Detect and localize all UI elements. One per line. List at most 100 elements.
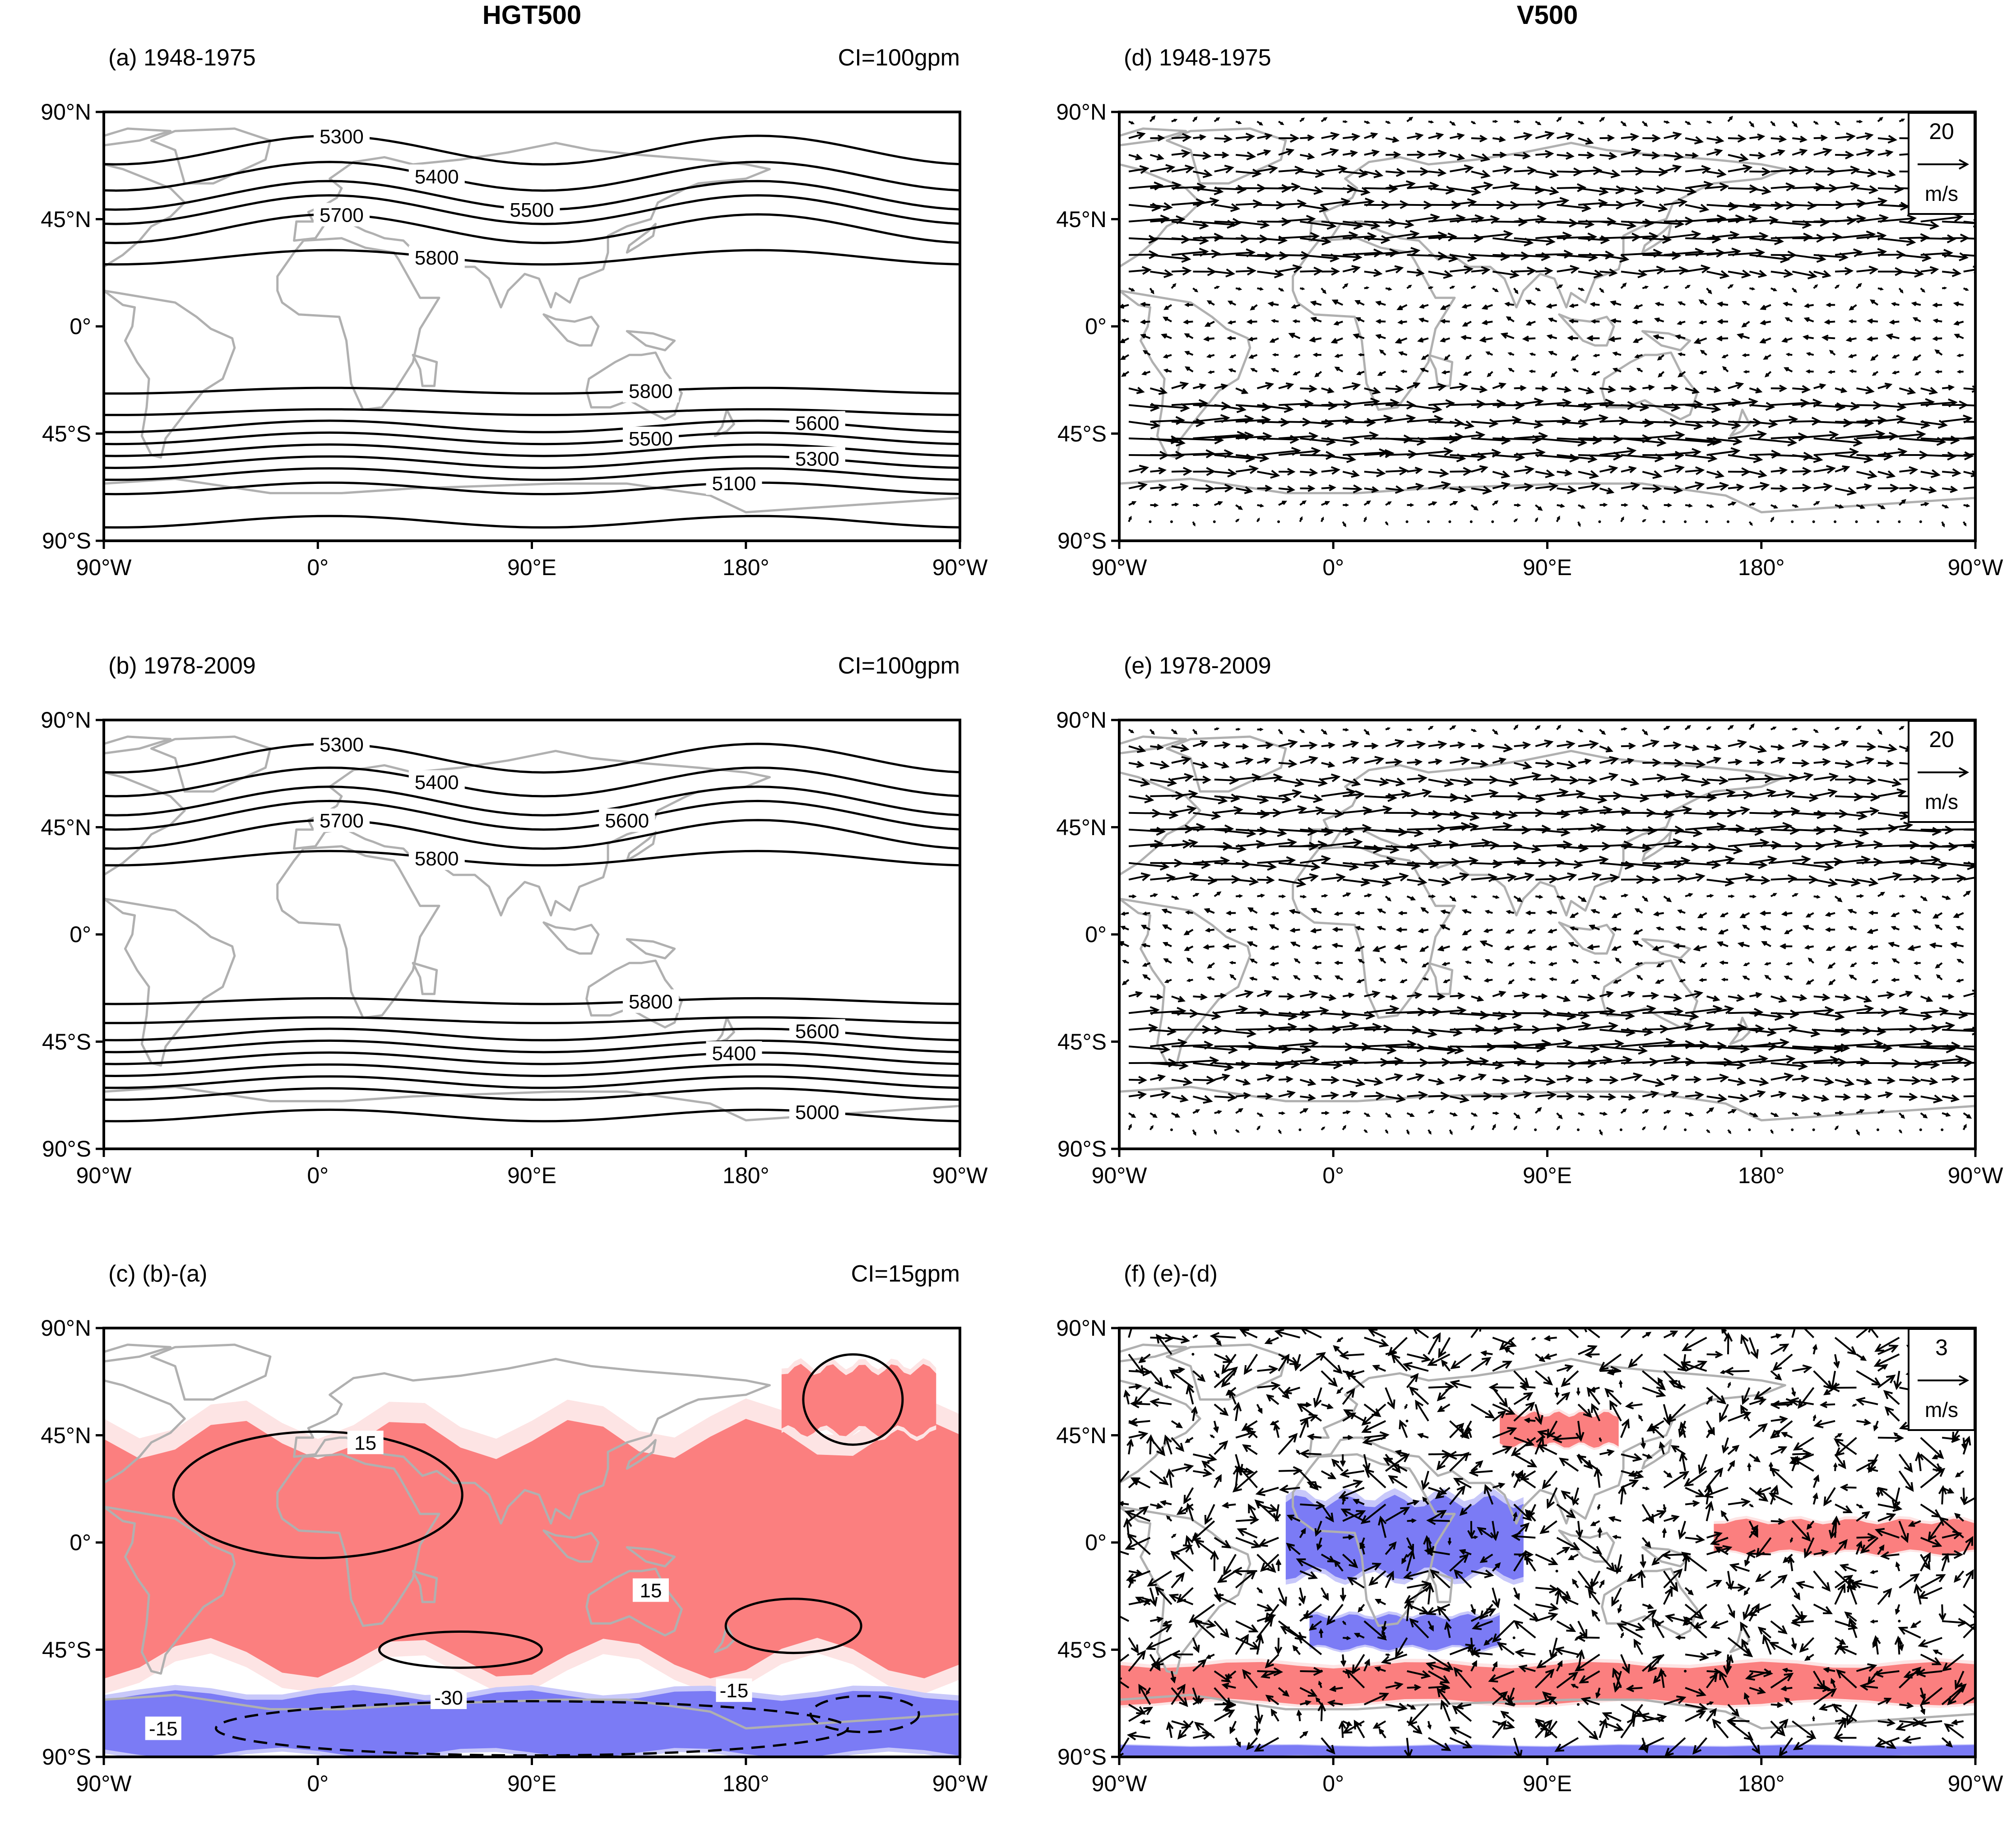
wind-vector [1149,729,1155,735]
wind-vector [1782,302,1793,307]
wind-vector [1492,181,1520,190]
wind-vector [1250,304,1258,311]
wind-vector [1155,1333,1173,1355]
wind-vector [1599,487,1615,494]
wind-vector [1749,894,1757,899]
wind-vector [1150,994,1163,1000]
wind-vector [1293,975,1301,980]
wind-vector [1363,1562,1382,1572]
contour-label-bg [789,1019,845,1043]
wind-vector [1150,1027,1177,1036]
wind-vector [1192,1453,1218,1463]
wind-vector [1514,761,1533,770]
wind-vector [1149,520,1152,523]
wind-vector [1385,136,1400,143]
wind-vector [1225,1670,1237,1680]
wind-vector [1257,757,1272,764]
wind-vector [1770,1518,1786,1525]
wind-vector [1334,1559,1344,1572]
wind-vector [1953,301,1964,307]
wind-vector [1727,1381,1731,1388]
wind-vector [1856,857,1883,867]
wind-vector [1741,1638,1751,1655]
wind-vector [1556,1672,1579,1689]
wind-vector [1740,1333,1751,1355]
y-tick-label: 0° [1085,1530,1107,1555]
wind-vector [1235,1078,1251,1086]
x-tick-label: 180° [1738,555,1785,580]
wind-vector [1492,151,1507,158]
wind-vector [1192,1129,1196,1136]
wind-vector [1171,467,1193,476]
wind-vector [1523,944,1536,951]
wind-vector [1941,1737,1953,1748]
wind-vector [1685,809,1719,819]
wind-vector [1578,1077,1594,1084]
wind-vector [1128,745,1146,753]
wind-vector [1236,251,1275,261]
wind-vector [1642,431,1685,440]
wind-vector [1727,1604,1735,1619]
wind-vector [1233,1402,1242,1421]
wind-vector [1247,336,1257,342]
wind-vector [1430,1569,1451,1589]
wind-vector [1804,1537,1815,1559]
wind-vector [1342,1124,1346,1130]
wind-vector [1321,838,1363,847]
contour-5500 [104,431,960,446]
x-tick-label: 0° [1322,555,1344,580]
contour-5400 [104,1051,960,1065]
wind-vector [1214,762,1230,769]
wind-vector [1471,1073,1487,1081]
y-tick-label: 90°S [1057,528,1107,553]
wind-vector [1728,774,1755,783]
wind-vector [1835,811,1868,820]
wind-vector [1278,729,1283,735]
wind-vector [1428,286,1434,289]
wind-vector [1835,1433,1843,1439]
wind-vector [1833,1354,1840,1369]
wind-vector [1963,828,1975,831]
wind-vector [1331,1459,1344,1472]
wind-vector [1877,1503,1903,1512]
wind-vector [1941,1683,1967,1705]
wind-vector [1452,1705,1472,1722]
wind-vector [1450,794,1474,804]
wind-vector [1128,761,1145,768]
wind-vector [1428,232,1458,242]
difference-contour [378,1631,543,1669]
wind-vector [1535,1039,1573,1048]
wind-vector [1749,387,1763,394]
wind-vector [1321,484,1336,492]
wind-vector [1214,383,1228,390]
wind-vector [1856,1511,1871,1522]
wind-vector [1698,978,1707,982]
wind-vector [1192,1334,1198,1338]
wind-vector [1300,485,1316,492]
wind-vector [1450,756,1470,766]
coastline [1641,938,1692,960]
contour-label-bg [313,808,370,832]
coastline [276,845,440,1019]
wind-vector [1299,1731,1308,1739]
wind-vector [1385,1094,1406,1103]
wind-vector [1471,1535,1478,1539]
wind-vector [1673,943,1686,949]
wind-vector [1128,1045,1171,1054]
wind-vector [1902,1735,1921,1744]
wind-vector [1514,385,1527,391]
wind-vector [1210,1435,1215,1439]
wind-vector [1427,1654,1454,1670]
wind-vector [1310,300,1322,306]
wind-vector [1604,1388,1622,1405]
wind-vector [1395,927,1407,933]
wind-vector [1171,1463,1194,1473]
wind-vector [1428,1737,1451,1751]
wind-vector [1770,1400,1793,1409]
wind-vector [1504,302,1514,307]
wind-vector [1192,761,1209,769]
wind-vector [1590,909,1600,914]
wind-vector [1171,895,1180,900]
wind-vector [1561,1370,1579,1387]
